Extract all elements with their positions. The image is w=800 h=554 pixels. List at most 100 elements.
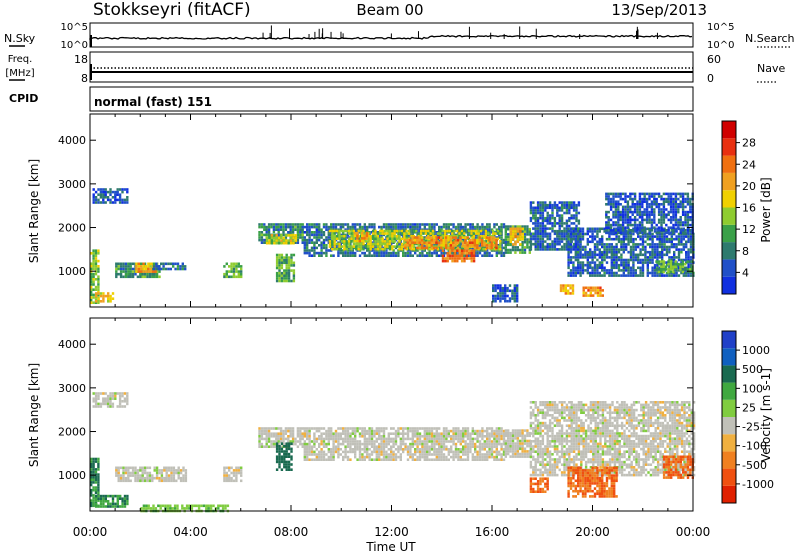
data-cell-r18 xyxy=(682,245,685,249)
data-cell-r8 xyxy=(268,236,271,240)
data-cell-r18 xyxy=(670,230,673,233)
data-cell-r12 xyxy=(461,236,465,239)
data-cell-r11 xyxy=(472,232,476,235)
data-cell-r19 xyxy=(624,221,627,224)
data-cell-r18 xyxy=(625,258,628,262)
data-cell-r11 xyxy=(374,240,377,243)
data-cell-r18 xyxy=(601,243,604,246)
data-cell-r6 xyxy=(278,450,281,453)
data-cell-r10 xyxy=(495,223,498,226)
data-cell-r9 xyxy=(285,258,288,262)
data-cell-r19 xyxy=(607,210,610,214)
data-cell-r18 xyxy=(589,235,592,238)
data-cell-r18 xyxy=(656,243,659,246)
data-cell-r18 xyxy=(586,261,589,264)
data-cell-r11 xyxy=(393,234,396,238)
data-cell-r3 xyxy=(129,265,132,268)
data-cell-r18 xyxy=(584,256,587,259)
data-cell-r23 xyxy=(516,299,519,303)
data-cell-r18 xyxy=(677,258,681,262)
data-cell-r19 xyxy=(667,218,670,222)
data-cell-r17 xyxy=(556,229,559,233)
data-cell-r10 xyxy=(342,251,345,255)
data-cell-r19 xyxy=(674,195,678,198)
data-cell-r5 xyxy=(270,442,273,446)
data-cell-r5 xyxy=(282,442,285,446)
data-cell-r9 xyxy=(290,258,293,262)
data-cell-r18 xyxy=(605,248,609,251)
data-cell-r7 xyxy=(332,450,335,454)
data-cell-r6 xyxy=(237,270,240,273)
data-cell-r18 xyxy=(601,235,604,238)
data-cell-r5 xyxy=(277,440,280,443)
data-cell-r19 xyxy=(631,200,634,203)
data-cell-r4 xyxy=(154,270,157,273)
data-cell-r11 xyxy=(388,242,392,246)
data-cell-r7 xyxy=(306,432,309,435)
data-cell-r7 xyxy=(354,448,357,451)
data-cell-r11 xyxy=(357,245,360,248)
data-cell-r17 xyxy=(553,203,557,207)
data-cell-r17 xyxy=(541,206,545,210)
data-cell-r1 xyxy=(90,462,93,466)
data-cell-r9 xyxy=(287,274,291,278)
data-cell-r7 xyxy=(339,432,342,435)
data-cell-r11 xyxy=(393,237,396,241)
data-cell-r7 xyxy=(361,427,364,430)
data-cell-r23 xyxy=(506,299,509,303)
data-cell-r19 xyxy=(621,226,625,229)
data-cell-r15 xyxy=(507,227,510,231)
data-cell-r4 xyxy=(232,474,236,477)
data-cell-r16 xyxy=(521,237,524,241)
data-cell-r3 xyxy=(143,262,147,266)
data-cell-r10 xyxy=(322,233,326,237)
data-cell-r19 xyxy=(681,205,685,209)
data-cell-r17 xyxy=(536,232,540,236)
data-cell-r18 xyxy=(680,250,683,254)
data-cell-r17 xyxy=(536,240,540,243)
data-cell-r7 xyxy=(322,432,326,435)
data-cell-r12 xyxy=(428,236,431,239)
data-cell-r4 xyxy=(235,471,238,475)
data-cell-r7 xyxy=(342,437,345,441)
data-cell-r19 xyxy=(605,195,608,198)
data-cell-r7 xyxy=(275,225,278,229)
data-cell-r10 xyxy=(459,225,462,229)
data-cell-r7 xyxy=(375,440,378,443)
data-cell-r12 xyxy=(478,238,481,242)
data-cell-r3 xyxy=(167,476,171,480)
data-cell-r7 xyxy=(373,442,376,446)
data-cell-r18 xyxy=(591,232,594,236)
data-cell-r12 xyxy=(449,241,453,245)
data-cell-r9 xyxy=(290,279,293,283)
data-cell-r10 xyxy=(370,249,374,252)
data-cell-r10 xyxy=(310,254,314,257)
data-cell-r18 xyxy=(622,266,625,270)
data-cell-r17 xyxy=(568,224,571,228)
data-cell-r7 xyxy=(387,458,390,461)
data-cell-r0 xyxy=(92,392,95,395)
data-cell-r18 xyxy=(627,271,630,275)
data-cell-r18 xyxy=(577,261,580,264)
data-cell-r19 xyxy=(679,221,682,224)
data-cell-r23 xyxy=(501,297,504,300)
data-cell-r1 xyxy=(116,198,119,202)
data-cell-r18 xyxy=(581,237,585,241)
data-cell-r10 xyxy=(481,254,484,257)
data-cell-r19 xyxy=(653,203,656,206)
data-cell-r18 xyxy=(617,266,621,270)
data-cell-r11 xyxy=(376,247,380,251)
data-cell-r5 xyxy=(301,437,304,441)
data-cell-r5 xyxy=(284,432,288,435)
data-cell-r2 xyxy=(107,505,110,508)
data-cell-r19 xyxy=(626,203,630,206)
data-cell-r9 xyxy=(283,271,286,275)
data-cell-r11 xyxy=(441,247,444,251)
data-cell-r19 xyxy=(645,200,649,203)
data-cell-r10 xyxy=(361,251,364,255)
data-cell-r7 xyxy=(315,429,318,433)
data-cell-r18 xyxy=(598,256,601,259)
data-cell-r11 xyxy=(463,232,466,235)
data-cell-r11 xyxy=(422,232,425,235)
data-cell-r7 xyxy=(308,435,311,438)
